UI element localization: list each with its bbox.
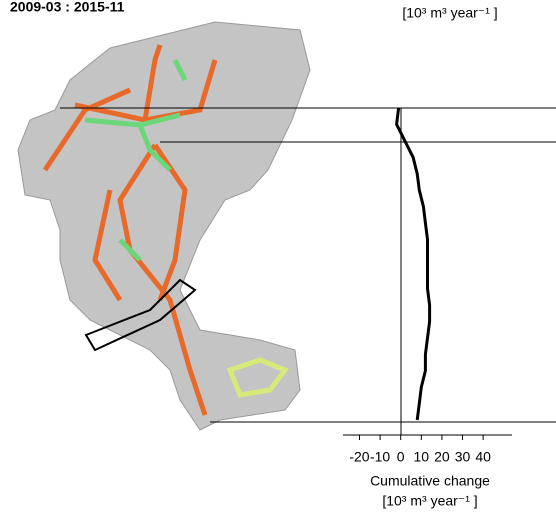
figure: 2009-03 : 2015-11 [10³ m³ year⁻¹ ] Cumul…	[0, 0, 556, 522]
x-tick-label: 30	[455, 449, 471, 465]
x-tick-label: 0	[397, 449, 405, 465]
x-axis-unit: [10³ m³ year⁻¹ ]	[382, 493, 477, 509]
terrain	[18, 22, 310, 430]
x-tick-label: -10	[370, 449, 390, 465]
x-axis-label: Cumulative change	[370, 473, 490, 489]
x-tick-label: 40	[475, 449, 491, 465]
x-tick-label: 20	[434, 449, 450, 465]
top-unit: [10³ m³ year⁻¹ ]	[402, 5, 497, 21]
x-tick-label: -20	[349, 449, 369, 465]
x-tick-label: 10	[414, 449, 430, 465]
chart-title: 2009-03 : 2015-11	[10, 0, 125, 15]
profile-line	[397, 108, 430, 420]
map	[18, 22, 310, 430]
